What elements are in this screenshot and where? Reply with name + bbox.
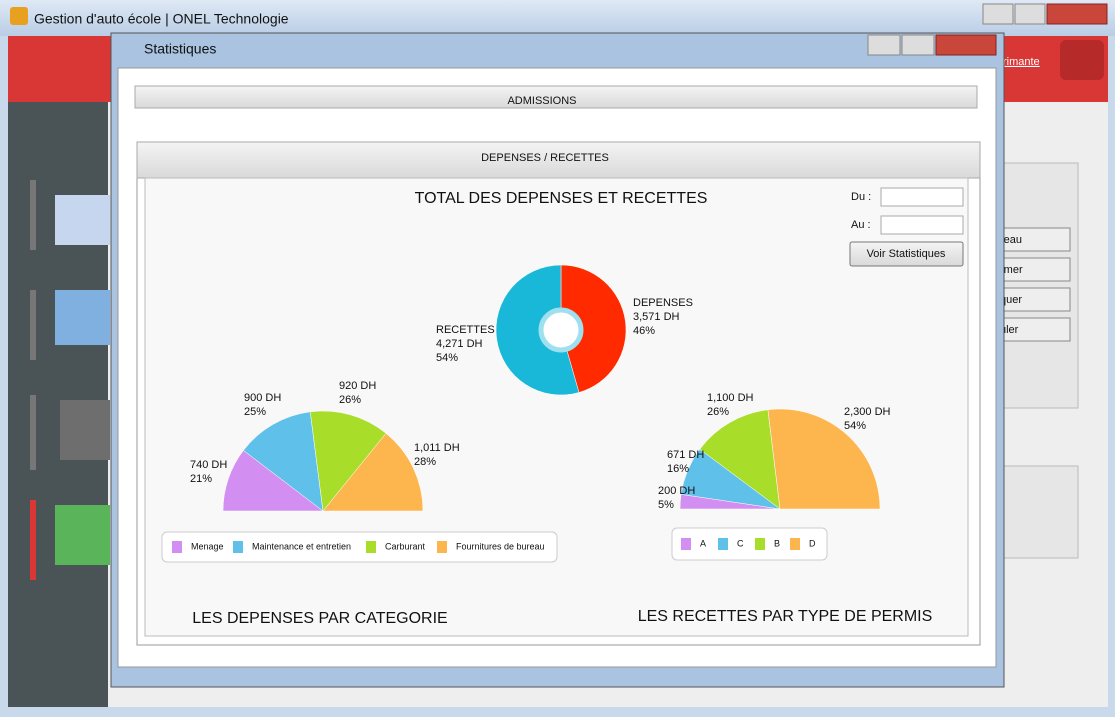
dialog-title: Statistiques xyxy=(144,41,216,57)
du-input[interactable] xyxy=(880,187,964,207)
legend-swatch xyxy=(718,538,728,550)
maximize[interactable] xyxy=(1014,3,1046,25)
slice-percent: 28% xyxy=(414,456,436,468)
header-link[interactable]: rimante xyxy=(1003,56,1040,68)
au-label: Au : xyxy=(851,219,871,231)
legend-swatch xyxy=(366,541,376,553)
close[interactable] xyxy=(1046,3,1108,25)
side-button-label: reau xyxy=(1000,234,1022,246)
side-button-label: rmer xyxy=(1000,264,1023,276)
slice-value: 4,271 DH xyxy=(436,338,483,350)
legend-swatch xyxy=(790,538,800,550)
legend xyxy=(161,531,558,563)
legend-label: A xyxy=(700,538,706,548)
slice-percent: 54% xyxy=(844,420,866,432)
slice-percent: 5% xyxy=(658,499,674,511)
pie-slice xyxy=(495,264,580,396)
title-bar xyxy=(0,0,1115,36)
side-icon[interactable] xyxy=(55,505,110,565)
side-button-label: uler xyxy=(1000,324,1019,336)
legend-label: C xyxy=(737,538,744,548)
slice-value: 1,100 DH xyxy=(707,392,754,404)
side-icon[interactable] xyxy=(60,400,110,460)
section-header[interactable] xyxy=(136,141,981,179)
au-input[interactable] xyxy=(880,215,964,235)
legend-swatch xyxy=(681,538,691,550)
slice-percent: 21% xyxy=(190,473,212,485)
legend-label: Maintenance et entretien xyxy=(252,541,351,551)
slice-percent: 46% xyxy=(633,325,655,337)
legend-swatch xyxy=(172,541,182,553)
slice-value: 900 DH xyxy=(244,392,281,404)
legend-label: B xyxy=(774,538,780,548)
slice-value: 920 DH xyxy=(339,380,376,392)
slice-percent: 26% xyxy=(339,394,361,406)
side-icon[interactable] xyxy=(55,290,110,345)
help-icon[interactable] xyxy=(1060,40,1104,80)
chart-title: LES RECETTES PAR TYPE DE PERMIS xyxy=(638,608,933,625)
donut-hole xyxy=(538,307,584,353)
legend-swatch xyxy=(755,538,765,550)
side-marker xyxy=(30,500,36,580)
voir-button[interactable] xyxy=(849,241,964,267)
bg-panel xyxy=(999,465,1079,559)
legend-label: Fournitures de bureau xyxy=(456,541,545,551)
slice-value: 2,300 DH xyxy=(844,406,891,418)
voir-button-label: Voir Statistiques xyxy=(867,248,946,260)
admissions-label: ADMISSIONS xyxy=(507,95,576,107)
side-marker xyxy=(30,180,36,250)
bg-panel xyxy=(999,162,1079,409)
slice-percent: 25% xyxy=(244,406,266,418)
slice-value: 1,011 DH xyxy=(414,442,460,454)
slice-name: RECETTES xyxy=(436,324,495,336)
slice-percent: 16% xyxy=(667,463,689,475)
slice-percent: 26% xyxy=(707,406,729,418)
legend-swatch xyxy=(233,541,243,553)
side-icon[interactable] xyxy=(55,195,110,245)
pie-slice xyxy=(322,432,424,512)
slice-value: 200 DH xyxy=(658,485,695,497)
admissions-bar[interactable] xyxy=(134,85,978,109)
slice-value: 3,571 DH xyxy=(633,311,680,323)
slice-name: DEPENSES xyxy=(633,297,693,309)
pie-slice xyxy=(699,409,781,510)
pie-slice xyxy=(243,411,324,512)
section-label: DEPENSES / RECETTES xyxy=(481,152,609,164)
legend-swatch xyxy=(437,541,447,553)
du-label: Du : xyxy=(851,191,871,203)
minimize[interactable] xyxy=(982,3,1014,25)
chart-title: TOTAL DES DEPENSES ET RECETTES xyxy=(415,190,708,207)
pie-slice xyxy=(767,408,881,510)
side-marker xyxy=(30,395,36,470)
pie-slice xyxy=(309,410,387,512)
side-marker xyxy=(30,290,36,360)
legend-label: D xyxy=(809,538,816,548)
slice-percent: 54% xyxy=(436,352,458,364)
window-title: Gestion d'auto école | ONEL Technologie xyxy=(34,11,289,27)
side-button-label: quer xyxy=(1000,294,1022,306)
dialog-close[interactable] xyxy=(935,34,997,56)
dialog-minimize[interactable] xyxy=(867,34,901,56)
legend xyxy=(671,527,828,561)
legend-label: Menage xyxy=(191,541,224,551)
chart-title: LES DEPENSES PAR CATEGORIE xyxy=(192,610,447,627)
slice-value: 740 DH xyxy=(190,459,227,471)
dialog-maximize[interactable] xyxy=(901,34,935,56)
app-icon xyxy=(10,7,28,25)
pie-slice xyxy=(560,264,627,393)
slice-value: 671 DH xyxy=(667,449,704,461)
legend-label: Carburant xyxy=(385,541,426,551)
